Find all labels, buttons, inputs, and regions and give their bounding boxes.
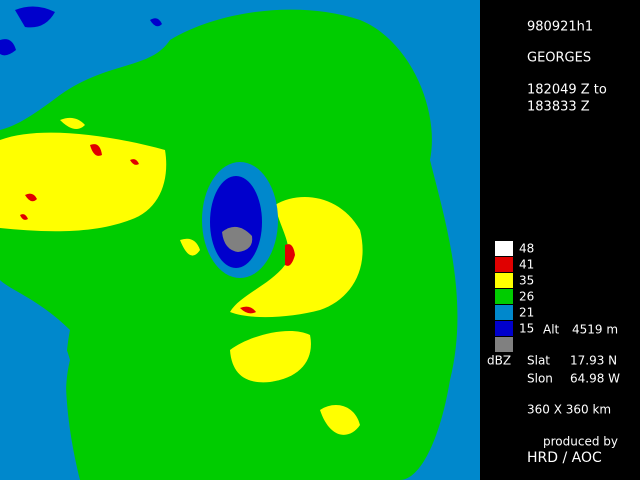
legend-label: 48 (519, 242, 534, 256)
flight-id: 980921h1 (527, 20, 593, 35)
legend-label: 41 (519, 258, 534, 272)
legend-swatch (495, 289, 513, 304)
legend-label: 26 (519, 290, 534, 304)
alt-value: 4519 m (572, 323, 618, 337)
legend-swatch (495, 321, 513, 336)
legend-swatch (495, 273, 513, 288)
legend-label: 21 (519, 306, 534, 320)
slat-label: Slat (527, 354, 550, 368)
alt-label: Alt (543, 323, 560, 337)
time-end: 183833 Z (527, 100, 590, 115)
legend-swatch (495, 241, 513, 256)
slat-value: 17.93 N (570, 354, 617, 368)
radar-image (0, 0, 480, 480)
time-start: 182049 Z to (527, 83, 607, 98)
legend-swatch (495, 257, 513, 272)
slon-label: Slon (527, 372, 553, 386)
credit: HRD / AOC (527, 450, 602, 466)
legend-swatch (495, 337, 513, 352)
legend-label: 15 (519, 322, 534, 336)
unit-label: dBZ (487, 354, 511, 368)
slon-value: 64.98 W (570, 372, 620, 386)
info-panel (480, 0, 640, 480)
storm-name: GEORGES (527, 51, 591, 66)
legend: 48 41 35 26 21 15 (495, 241, 534, 352)
credit-line: produced by (543, 435, 618, 449)
legend-swatch (495, 305, 513, 320)
legend-label: 35 (519, 274, 534, 288)
extent: 360 X 360 km (527, 403, 611, 417)
